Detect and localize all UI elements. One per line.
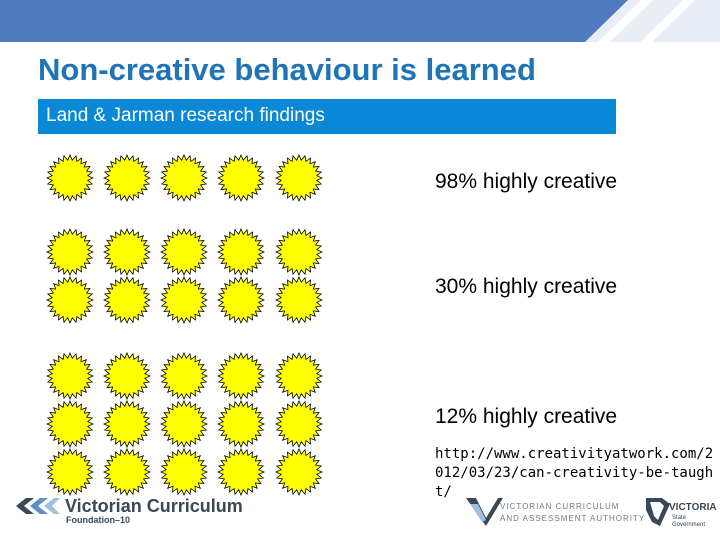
star-icon (103, 352, 151, 400)
finding-label-3: 12% highly creative (435, 405, 618, 428)
star-icon (275, 400, 323, 448)
star-icon (275, 276, 323, 324)
star-icon (275, 448, 323, 496)
star-icon (160, 448, 208, 496)
star-icon (46, 228, 94, 276)
star-icon (217, 228, 265, 276)
vc-logo-subtext: Foundation–10 (66, 515, 131, 525)
star-icon (103, 400, 151, 448)
star-icon (160, 352, 208, 400)
star-icon (275, 154, 323, 202)
star-icon (46, 352, 94, 400)
victoria-logo-text: VICTORIA (669, 502, 717, 513)
victoria-logo-subtext: State Government (672, 515, 706, 528)
star-icon (46, 400, 94, 448)
finding-label-1: 98% highly creative (435, 170, 618, 193)
finding-label-2: 30% highly creative (435, 275, 618, 298)
victoria-state-logo-icon (646, 498, 670, 526)
vcaa-logo-text-line2: AND ASSESSMENT AUTHORITY (500, 514, 646, 523)
vcaa-check-logo-icon (466, 498, 503, 526)
star-icon (217, 276, 265, 324)
star-icon (275, 352, 323, 400)
star-icon (275, 228, 323, 276)
slide-subtitle: Land & Jarman research findings (46, 105, 325, 126)
star-icon (103, 448, 151, 496)
star-icon (160, 400, 208, 448)
source-link[interactable]: http://www.creativityatwork.com/2012/03/… (435, 446, 714, 500)
top-banner (0, 0, 720, 42)
star-icon (103, 228, 151, 276)
star-icon (103, 276, 151, 324)
star-icon (46, 448, 94, 496)
star-icon (46, 276, 94, 324)
star-icon (160, 154, 208, 202)
star-icon (217, 448, 265, 496)
star-icon (217, 154, 265, 202)
star-icon (217, 352, 265, 400)
star-icon (217, 400, 265, 448)
star-icon (160, 276, 208, 324)
vc-chevron-logo-icon (16, 498, 60, 514)
star-icon (160, 228, 208, 276)
footer-logos (16, 498, 670, 526)
slide-title: Non-creative behaviour is learned (38, 52, 536, 87)
vcaa-logo-text-line1: VICTORIAN CURRICULUM (500, 502, 620, 511)
star-icon (103, 154, 151, 202)
vc-logo-text: Victorian Curriculum (65, 496, 243, 516)
subtitle-bar: Land & Jarman research findings (38, 99, 616, 134)
star-icon (46, 154, 94, 202)
